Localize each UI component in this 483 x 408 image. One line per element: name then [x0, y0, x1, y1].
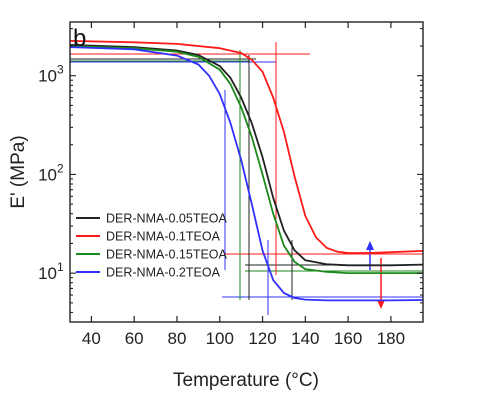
x-tick-label: 40 — [82, 329, 101, 348]
series-line-4 — [70, 46, 423, 302]
x-tick-label: 160 — [334, 329, 362, 348]
x-tick-label: 80 — [168, 329, 187, 348]
legend: DER-NMA-0.05TEOA DER-NMA-0.1TEOA DER-NMA-0… — [76, 212, 228, 280]
y-tick-label: 102 — [38, 161, 64, 184]
legend-label-2: DER-NMA-0.1TEOA — [106, 230, 221, 244]
series-layer — [70, 40, 423, 302]
panel-label: b — [73, 25, 86, 52]
y-axis-ticks: 101 102 103 — [38, 28, 423, 313]
x-axis-ticks: 40 60 80 100 120 140 160 180 — [82, 22, 405, 348]
x-tick-label: 140 — [291, 329, 319, 348]
y-axis-title: E' (MPa) — [8, 135, 29, 208]
x-axis-title: Temperature (°C) — [173, 370, 319, 391]
y-tick-label: 101 — [38, 260, 64, 283]
blue-arrow-head — [366, 241, 374, 250]
series-line-1 — [70, 44, 423, 267]
x-tick-label: 180 — [377, 329, 405, 348]
legend-label-4: DER-NMA-0.2TEOA — [106, 266, 221, 280]
x-tick-label: 100 — [206, 329, 234, 348]
series-line-3 — [70, 45, 423, 274]
x-tick-label: 120 — [248, 329, 276, 348]
red-arrow-head — [377, 300, 385, 309]
series-line-2 — [70, 40, 423, 254]
legend-label-3: DER-NMA-0.15TEOA — [106, 248, 228, 262]
y-tick-label: 103 — [38, 63, 64, 86]
legend-label-1: DER-NMA-0.05TEOA — [106, 212, 228, 226]
plot-frame — [69, 21, 424, 323]
x-tick-label: 60 — [125, 329, 144, 348]
